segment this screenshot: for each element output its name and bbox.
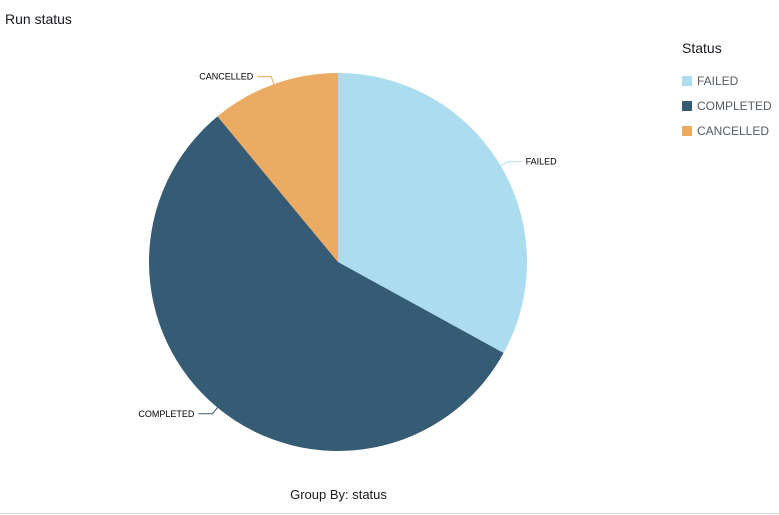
- legend-swatch: [682, 75, 692, 86]
- slice-label-cancelled: CANCELLED: [199, 72, 254, 82]
- pie-slice-failed[interactable]: [338, 73, 527, 354]
- legend-item-label: FAILED: [697, 73, 739, 88]
- legend-item-failed[interactable]: FAILED: [682, 68, 772, 93]
- pie-slice-cancelled[interactable]: [217, 73, 338, 262]
- legend-item-cancelled[interactable]: CANCELLED: [682, 118, 772, 143]
- bottom-divider: [0, 513, 779, 514]
- chart-title: Run status: [5, 11, 72, 27]
- group-by-label: Group By: status: [290, 487, 387, 502]
- legend-title: Status: [682, 40, 722, 56]
- slice-label-completed: COMPLETED: [138, 409, 195, 419]
- legend-swatch: [682, 100, 692, 111]
- legend-item-label: COMPLETED: [697, 98, 772, 113]
- legend: Status FAILED COMPLETED CANCELLED: [682, 40, 772, 143]
- leader-line-completed: [198, 407, 218, 415]
- pie-slices: [148, 73, 527, 452]
- legend-swatch: [682, 125, 692, 136]
- leader-line-cancelled: [257, 76, 275, 85]
- pie-slice-completed[interactable]: [148, 116, 504, 452]
- legend-items: FAILED COMPLETED CANCELLED: [682, 68, 772, 143]
- legend-item-completed[interactable]: COMPLETED: [682, 93, 772, 118]
- slice-label-failed: FAILED: [526, 157, 558, 167]
- pie-slice-labels: FAILED COMPLETED CANCELLED: [138, 72, 557, 419]
- legend-item-label: CANCELLED: [697, 123, 770, 138]
- leader-line-failed: [500, 161, 522, 167]
